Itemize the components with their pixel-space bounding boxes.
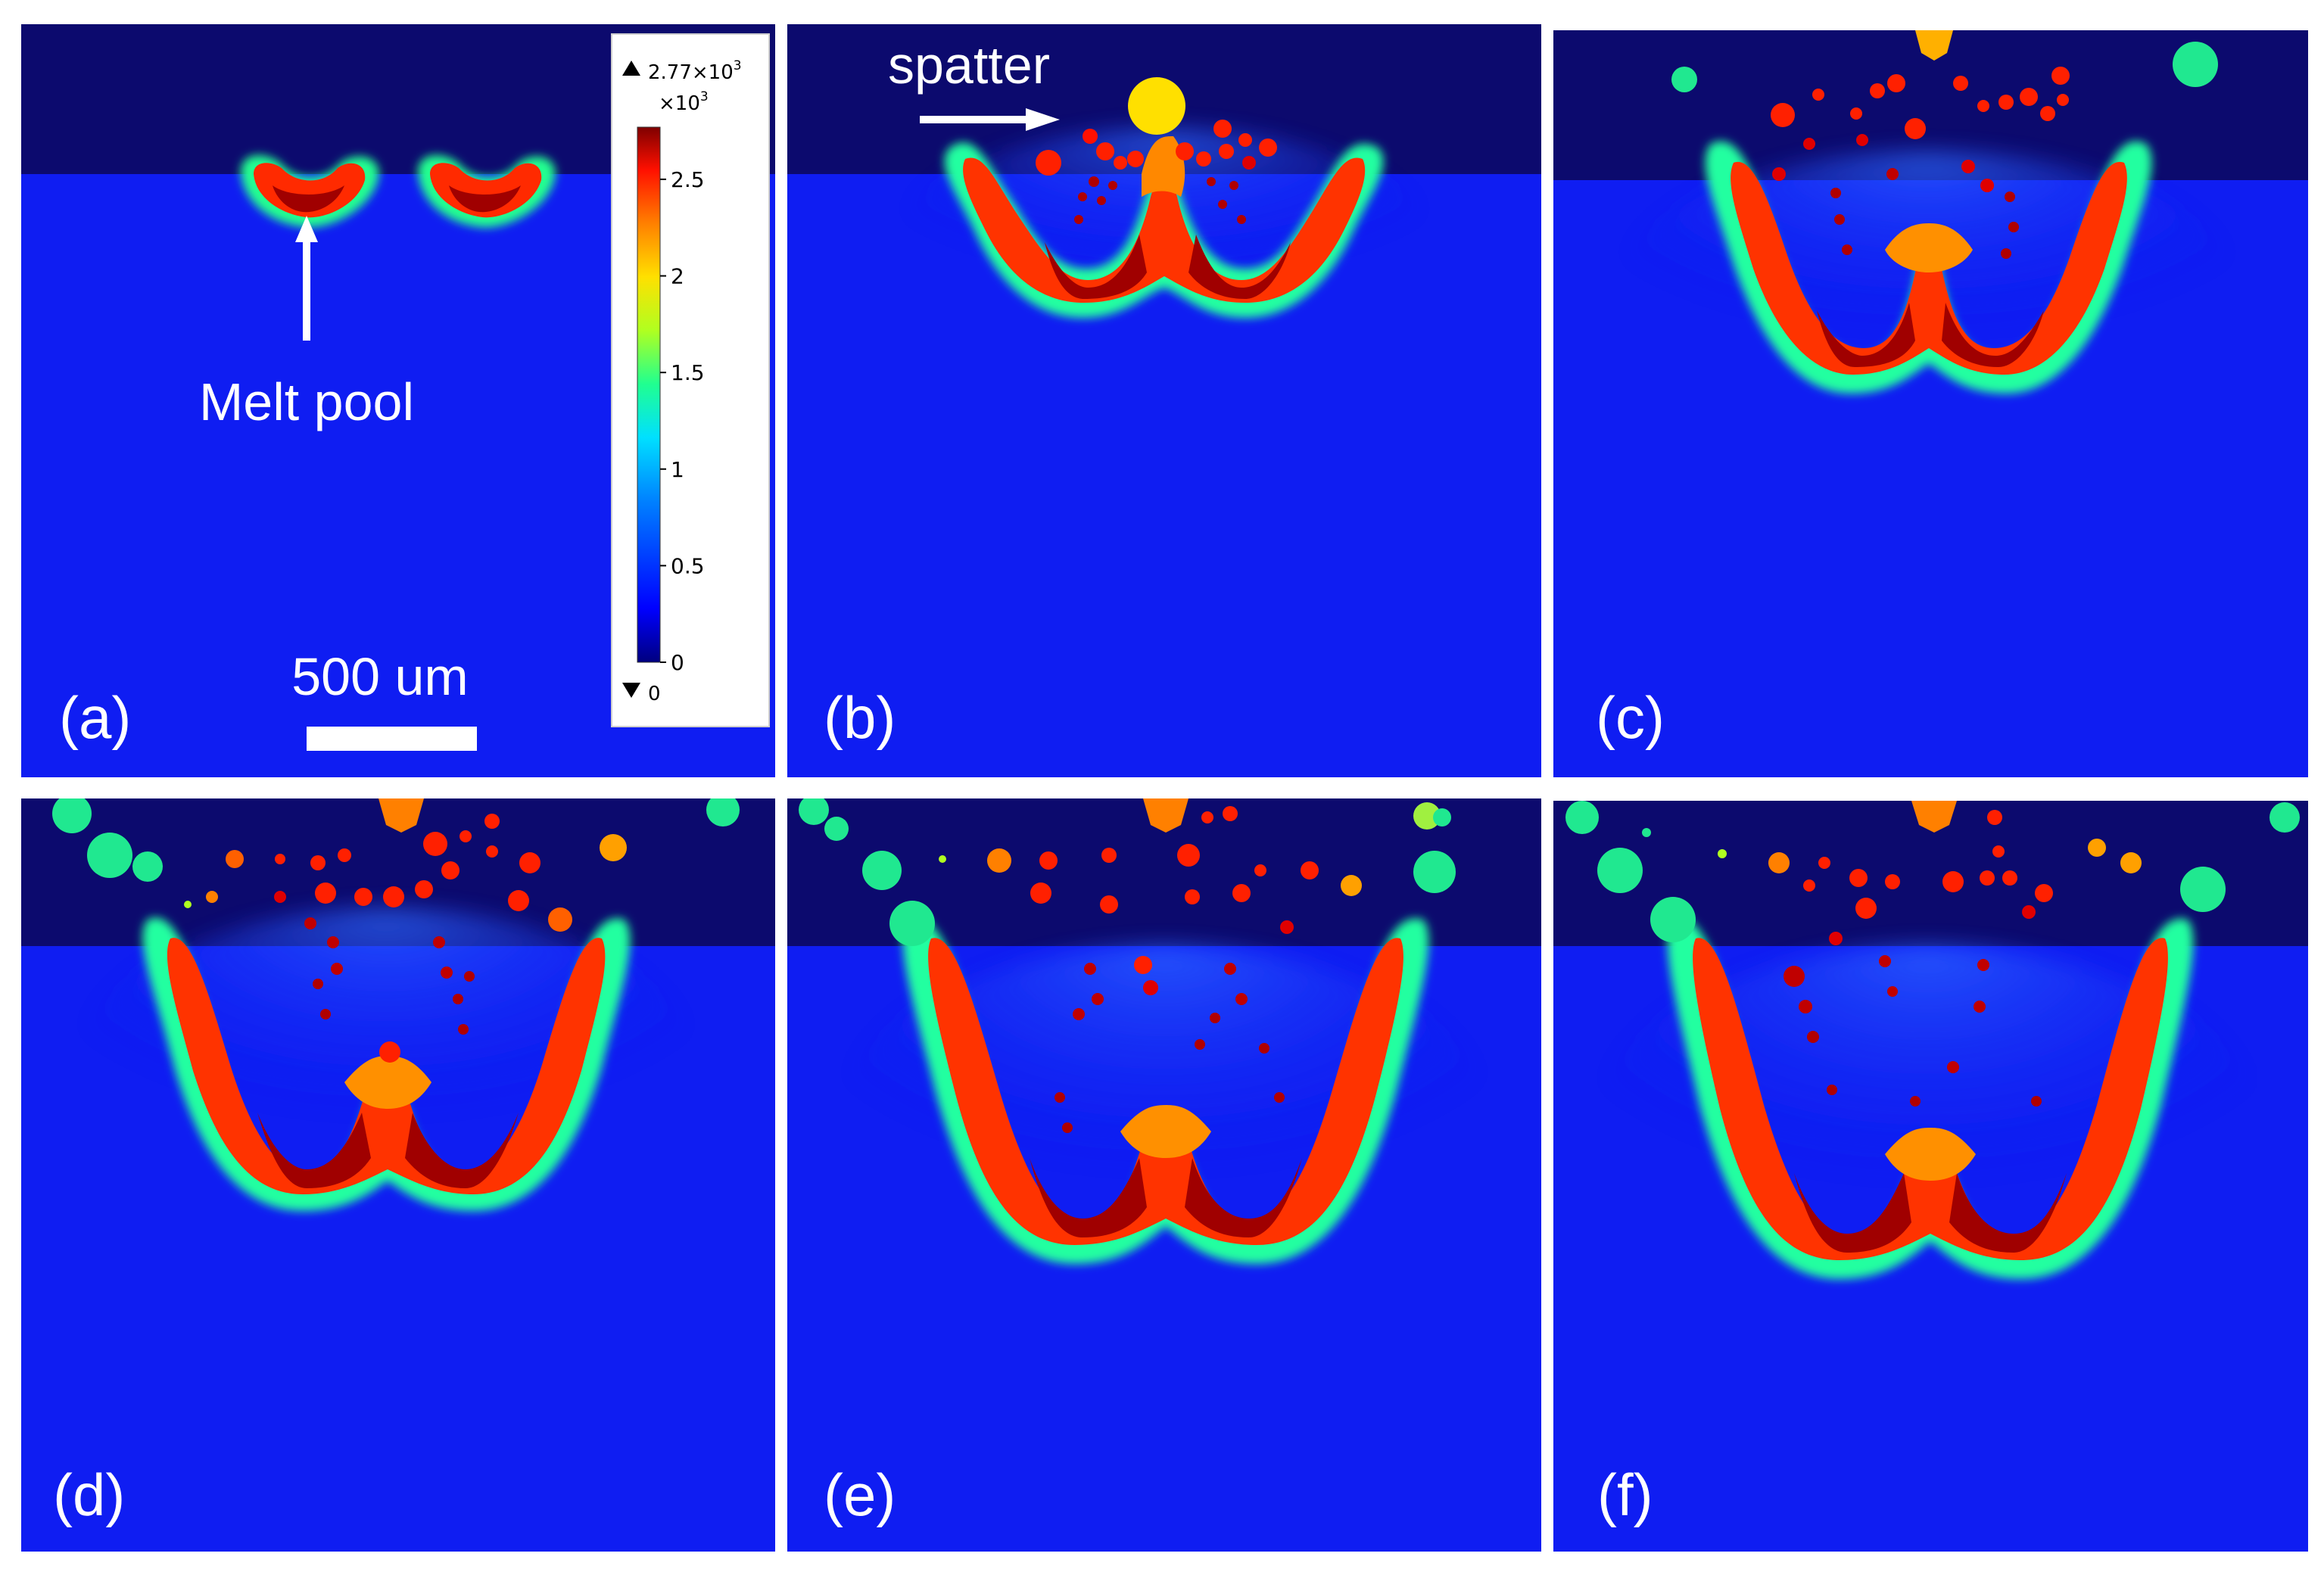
colorbar-multiplier: ×103: [659, 89, 709, 115]
max-triangle-icon: [622, 61, 640, 76]
colorbar-ticks: 2.5 2 1.5 1 0.5 0: [660, 167, 705, 675]
panel-label-a: (a): [59, 684, 131, 751]
melt-pool-left: [241, 155, 379, 228]
colorbar-tick-label: 2.5: [671, 167, 705, 192]
panel-c: (c): [1553, 30, 2308, 780]
colorbar-tick-label: 0: [671, 650, 684, 675]
colorbar-tick-label: 2: [671, 264, 684, 289]
colorbar-tick-label: 1.5: [671, 360, 705, 385]
melt-pool-label: Melt pool: [199, 372, 414, 431]
panel-d: (d): [21, 793, 775, 1552]
panel-label-b: (b): [824, 684, 896, 751]
scale-bar: [307, 727, 477, 751]
panel-f: (f): [1553, 801, 2308, 1552]
panel-label-d: (d): [53, 1461, 125, 1528]
colorbar-max: 2.77×103: [648, 58, 742, 84]
colorbar-tick-label: 0.5: [671, 553, 705, 578]
colorbar-min: 0: [648, 683, 661, 705]
spatter-droplets-e: [799, 795, 1456, 1133]
panel-e: (e): [787, 795, 1541, 1552]
melt-pool-b: [944, 136, 1384, 318]
melt-pool-f: [1667, 917, 2194, 1279]
panel-label-f: (f): [1597, 1461, 1653, 1528]
panel-b: spatter (b): [787, 24, 1541, 777]
colorbar: 2.77×103 ×103 2.5 2 1.5 1 0.5 0 0: [611, 33, 770, 727]
melt-pool-c: [1705, 141, 2152, 394]
min-triangle-icon: [622, 683, 640, 698]
melt-pool-e: [902, 917, 1429, 1264]
spatter-droplets-b: [1036, 77, 1277, 224]
spatter-droplets-f: [1565, 801, 2300, 1107]
spatter-droplets-d: [52, 793, 740, 1063]
panel-label-c: (c): [1596, 684, 1665, 751]
panel-label-e: (e): [824, 1461, 896, 1528]
melt-pool-right: [418, 155, 556, 228]
panel-a: Melt pool 500 um (a) 2.77×103 ×103 2.5 2 1…: [21, 24, 775, 777]
colorbar-tick-label: 1: [671, 457, 684, 482]
melt-pool-arrow: [295, 216, 318, 341]
spatter-arrow: [920, 108, 1060, 131]
melt-pool-d: [142, 917, 631, 1211]
scale-bar-label: 500 um: [291, 647, 468, 706]
spatter-droplets-c: [1671, 30, 2218, 259]
spatter-label: spatter: [888, 36, 1050, 95]
